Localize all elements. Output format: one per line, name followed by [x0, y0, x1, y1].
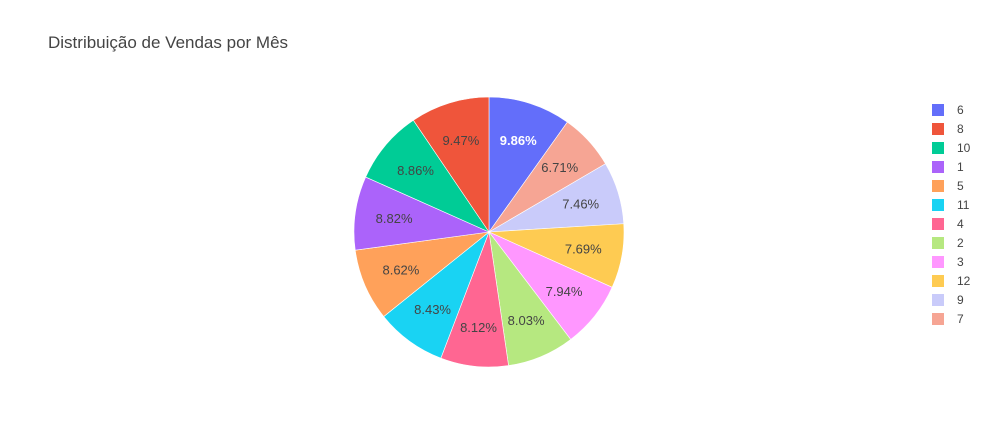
slice-label-12: 7.69%	[565, 242, 602, 257]
legend-label: 7	[957, 312, 964, 326]
slice-label-9: 7.46%	[562, 197, 599, 212]
legend-swatch	[932, 180, 944, 192]
legend-label: 11	[957, 198, 970, 212]
legend-item-3[interactable]: 3	[932, 255, 964, 269]
legend-label: 6	[957, 103, 964, 117]
legend-label: 4	[957, 217, 964, 231]
legend-label: 5	[957, 179, 964, 193]
pie-slices	[353, 96, 625, 368]
legend-label: 8	[957, 122, 964, 136]
legend-swatch	[932, 294, 944, 306]
legend-item-11[interactable]: 11	[932, 198, 970, 212]
legend-item-4[interactable]: 4	[932, 217, 964, 231]
slice-label-3: 7.94%	[546, 284, 583, 299]
slice-label-10: 8.86%	[397, 163, 434, 178]
legend-label: 3	[957, 255, 964, 269]
legend-item-12[interactable]: 12	[932, 274, 971, 288]
legend-label: 10	[957, 141, 971, 155]
legend-item-1[interactable]: 1	[932, 160, 964, 174]
legend-label: 2	[957, 236, 964, 250]
slice-label-1: 8.82%	[376, 211, 413, 226]
legend-swatch	[932, 123, 944, 135]
legend-swatch	[932, 313, 944, 325]
legend-swatch	[932, 142, 944, 154]
legend-swatch	[932, 104, 944, 116]
legend-item-10[interactable]: 10	[932, 141, 971, 155]
slice-label-8: 9.47%	[442, 133, 479, 148]
legend-item-9[interactable]: 9	[932, 293, 964, 307]
chart-title: Distribuição de Vendas por Mês	[48, 33, 288, 52]
legend-swatch	[932, 161, 944, 173]
pie-slice-8	[412, 96, 490, 233]
legend-item-7[interactable]: 7	[932, 312, 964, 326]
pie-slice-6	[488, 96, 568, 233]
slice-label-5: 8.62%	[382, 262, 419, 277]
legend-swatch	[932, 275, 944, 287]
legend-label: 1	[957, 160, 964, 174]
legend-swatch	[932, 218, 944, 230]
slice-label-6: 9.86%	[500, 133, 537, 148]
legend: 6 8 10 1 5 11 4 2 3 12 9 7	[932, 103, 971, 326]
legend-label: 12	[957, 274, 971, 288]
slice-label-7: 6.71%	[541, 160, 578, 175]
slice-label-2: 8.03%	[508, 313, 545, 328]
slice-label-11: 8.43%	[414, 302, 451, 317]
legend-item-6[interactable]: 6	[932, 103, 964, 117]
legend-swatch	[932, 237, 944, 249]
legend-swatch	[932, 199, 944, 211]
legend-label: 9	[957, 293, 964, 307]
legend-item-5[interactable]: 5	[932, 179, 964, 193]
legend-swatch	[932, 256, 944, 268]
slice-label-4: 8.12%	[460, 320, 497, 335]
legend-item-8[interactable]: 8	[932, 122, 964, 136]
pie-slice-labels: 9.86% 6.71% 7.46% 7.69% 7.94%8.03% 8.12% 8.43%…	[376, 133, 602, 335]
legend-item-2[interactable]: 2	[932, 236, 964, 250]
